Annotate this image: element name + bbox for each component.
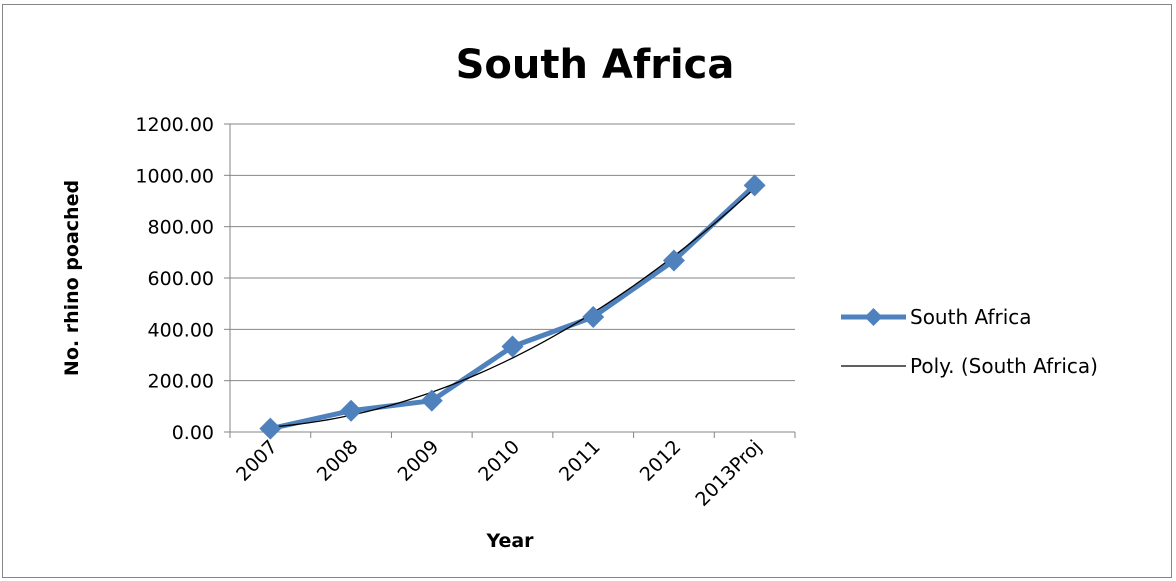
data-point-marker [420,389,443,412]
x-axis-title: Year [485,530,534,552]
x-tick-label: 2007 [232,436,282,486]
y-tick-labels: 0.00 200.00 400.00 600.00 800.00 1000.00 1200.… [135,114,214,444]
y-tick-label: 800.00 [148,217,214,239]
y-tick-label: 1200.00 [135,114,214,136]
legend: South Africa Poly. (South Africa) [841,305,1098,378]
data-point-marker [662,249,685,272]
data-point-marker [743,174,766,197]
x-tick-label: 2013Proj [691,436,766,511]
y-tick-label: 1000.00 [135,165,214,187]
chart-frame [2,4,1172,578]
chart-title: South Africa [456,42,735,88]
y-tick-label: 0.00 [172,422,214,444]
x-tick-labels: 2007 2008 2009 2010 2011 2012 2013Proj [232,436,766,511]
x-tick-label: 2012 [636,436,686,486]
legend-label-trend: Poly. (South Africa) [910,354,1098,378]
trendline-poly [270,187,756,428]
x-tick-label: 2011 [555,436,605,486]
data-point-marker [340,399,363,422]
series-line-south-africa [269,183,757,432]
x-tick-label: 2008 [313,436,363,486]
data-point-marker [582,306,605,329]
data-point-marker [259,417,282,440]
x-tick-label: 2010 [474,436,524,486]
y-tick-label: 400.00 [148,319,214,341]
series-group [259,174,766,440]
data-point-marker [501,335,524,358]
legend-label-south-africa: South Africa [910,305,1032,329]
legend-marker [864,308,883,326]
axes [224,123,796,438]
x-tick-label: 2009 [394,436,444,486]
y-tick-label: 600.00 [148,268,214,290]
y-tick-label: 200.00 [148,371,214,393]
gridlines [230,123,795,382]
y-axis-title: No. rhino poached [61,180,83,376]
